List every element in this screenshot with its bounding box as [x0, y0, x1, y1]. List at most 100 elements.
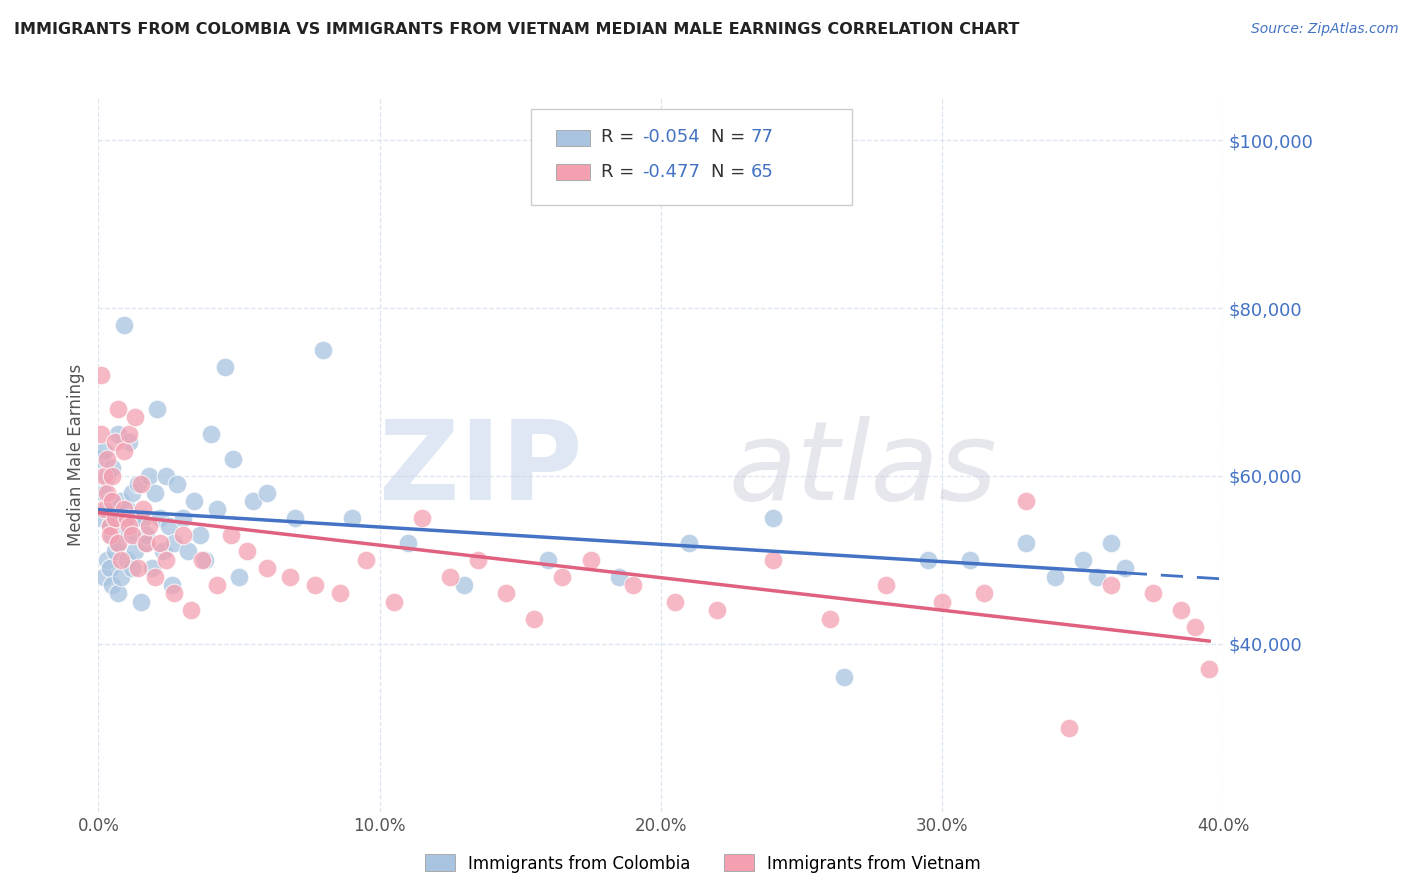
Point — [138, 469, 160, 483]
Point — [93, 569, 115, 583]
Point — [523, 612, 546, 626]
Point — [163, 536, 186, 550]
Point — [439, 569, 461, 583]
Point — [214, 359, 236, 374]
Point — [118, 426, 141, 441]
Point — [1099, 536, 1122, 550]
Point — [678, 536, 700, 550]
Point — [1114, 561, 1136, 575]
Point — [101, 460, 124, 475]
Point — [104, 435, 127, 450]
Point — [124, 511, 146, 525]
Point — [382, 595, 405, 609]
Point — [141, 561, 163, 575]
Point — [219, 527, 242, 541]
Point — [115, 502, 138, 516]
Point — [143, 485, 166, 500]
Point — [93, 469, 115, 483]
Point — [121, 561, 143, 575]
Point — [278, 569, 301, 583]
Point — [93, 502, 115, 516]
Text: R =: R = — [602, 128, 640, 146]
Point — [96, 452, 118, 467]
Point — [200, 426, 222, 441]
Point — [551, 569, 574, 583]
Point — [135, 527, 157, 541]
Point — [621, 578, 644, 592]
Point — [1071, 553, 1094, 567]
Point — [396, 536, 419, 550]
Point — [818, 612, 841, 626]
Point — [284, 511, 307, 525]
Point — [101, 494, 124, 508]
FancyBboxPatch shape — [557, 130, 591, 146]
Point — [329, 586, 352, 600]
Point — [98, 519, 121, 533]
Point — [205, 578, 228, 592]
Point — [135, 536, 157, 550]
Point — [579, 553, 602, 567]
Point — [101, 578, 124, 592]
Point — [98, 561, 121, 575]
Point — [191, 553, 214, 567]
Point — [115, 511, 138, 525]
Point — [101, 469, 124, 483]
Text: 77: 77 — [751, 128, 773, 146]
Text: ZIP: ZIP — [378, 416, 582, 523]
Point — [832, 670, 855, 684]
Point — [205, 502, 228, 516]
Text: Source: ZipAtlas.com: Source: ZipAtlas.com — [1251, 22, 1399, 37]
Point — [96, 502, 118, 516]
Point — [537, 553, 560, 567]
Point — [1057, 721, 1080, 735]
Point — [127, 477, 149, 491]
Point — [172, 527, 194, 541]
Point — [157, 519, 180, 533]
Point — [110, 553, 132, 567]
Point — [118, 519, 141, 533]
Point — [706, 603, 728, 617]
Point — [107, 426, 129, 441]
Point — [98, 527, 121, 541]
Point — [917, 553, 939, 567]
Point — [104, 511, 127, 525]
Point — [256, 561, 278, 575]
Text: N =: N = — [711, 128, 751, 146]
Point — [222, 452, 245, 467]
Point — [194, 553, 217, 567]
Legend: Immigrants from Colombia, Immigrants from Vietnam: Immigrants from Colombia, Immigrants fro… — [418, 847, 988, 880]
Point — [160, 578, 183, 592]
Point — [107, 401, 129, 416]
Point — [354, 553, 377, 567]
Point — [112, 519, 135, 533]
Point — [98, 519, 121, 533]
Point — [129, 595, 152, 609]
Point — [1015, 494, 1038, 508]
Point — [155, 553, 177, 567]
Text: N =: N = — [711, 162, 751, 180]
Point — [149, 511, 172, 525]
Point — [188, 527, 211, 541]
Point — [101, 527, 124, 541]
Point — [104, 544, 127, 558]
Point — [166, 477, 188, 491]
Point — [107, 586, 129, 600]
Point — [664, 595, 686, 609]
Point — [121, 527, 143, 541]
Point — [973, 586, 995, 600]
Point — [124, 410, 146, 425]
Point — [1099, 578, 1122, 592]
Point — [138, 519, 160, 533]
Point — [236, 544, 259, 558]
Point — [875, 578, 897, 592]
FancyBboxPatch shape — [557, 164, 591, 180]
Point — [1170, 603, 1192, 617]
Point — [183, 494, 205, 508]
Point — [93, 485, 115, 500]
Y-axis label: Median Male Earnings: Median Male Earnings — [66, 364, 84, 546]
Point — [180, 603, 202, 617]
Point — [1184, 620, 1206, 634]
Point — [132, 502, 155, 516]
Point — [90, 452, 112, 467]
Point — [149, 536, 172, 550]
